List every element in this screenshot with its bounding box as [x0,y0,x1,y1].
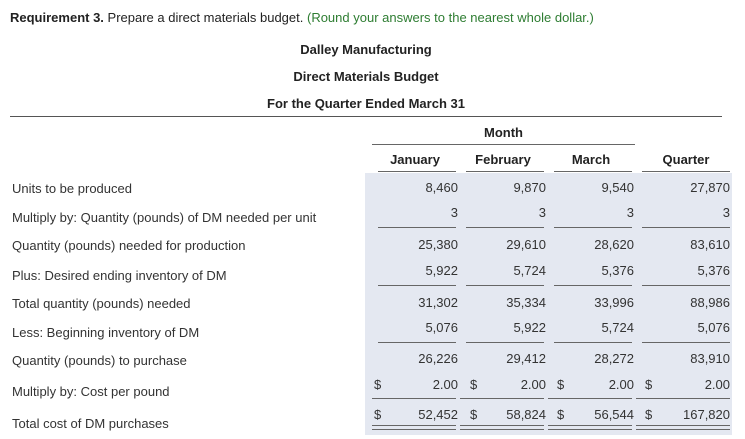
value-cell[interactable]: 27,870 [690,180,730,195]
subtotal-rule [642,342,730,343]
value-cell[interactable]: 5,922 [425,263,458,278]
row-label: Less: Beginning inventory of DM [12,325,200,340]
dollar-sign: $ [557,407,565,422]
value-cell[interactable]: 52,452 [418,407,458,422]
dollar-sign: $ [470,377,478,392]
row-label: Plus: Desired ending inventory of DM [12,268,227,283]
value-cell[interactable]: 3 [538,205,546,220]
row-label: Quantity (pounds) to purchase [12,353,187,368]
col-quarter-rule [642,171,730,172]
col-january-rule [378,171,456,172]
value-cell[interactable]: 5,724 [601,320,634,335]
cost-rule [460,398,544,399]
col-february-rule [466,171,544,172]
value-cell[interactable]: 29,610 [506,237,546,252]
col-february: February [475,152,531,167]
subtotal-rule [554,285,632,286]
company-name: Dalley Manufacturing [300,42,432,57]
subtotal-rule [378,285,456,286]
value-cell[interactable]: 9,870 [513,180,546,195]
budget-title: Direct Materials Budget [293,69,439,84]
value-cell[interactable]: 5,076 [697,320,730,335]
row-label: Units to be produced [12,181,132,196]
subtotal-rule [642,285,730,286]
dollar-sign: $ [645,407,653,422]
row-label: Total quantity (pounds) needed [12,296,191,311]
cost-rule [372,398,456,399]
col-quarter: Quarter [662,152,710,167]
value-cell[interactable]: 5,922 [513,320,546,335]
requirement-text: Prepare a direct materials budget. [103,10,307,25]
value-cell[interactable]: 2.00 [704,377,730,392]
dollar-sign: $ [557,377,565,392]
value-cell[interactable]: 3 [722,205,730,220]
subtotal-rule [466,342,544,343]
value-cell[interactable]: 5,376 [601,263,634,278]
budget-period: For the Quarter Ended March 31 [267,96,465,111]
value-cell[interactable]: 2.00 [520,377,546,392]
dollar-sign: $ [374,377,382,392]
rounding-hint: (Round your answers to the nearest whole… [306,10,594,25]
subtotal-rule [466,227,544,228]
col-march-rule [554,171,632,172]
value-cell[interactable]: 2.00 [432,377,458,392]
value-cell[interactable]: 88,986 [690,295,730,310]
row-label: Multiply by: Quantity (pounds) of DM nee… [12,210,317,225]
value-cell[interactable]: 25,380 [418,237,458,252]
subtotal-rule [378,227,456,228]
value-cell[interactable]: 3 [450,205,458,220]
value-cell[interactable]: 3 [626,205,634,220]
dollar-sign: $ [374,407,382,422]
value-cell[interactable]: 28,272 [594,351,634,366]
value-cell[interactable]: 26,226 [418,351,458,366]
subtotal-rule [466,285,544,286]
requirement-line: Requirement 3. Prepare a direct material… [10,10,594,25]
cost-rule [636,398,730,399]
value-cell[interactable]: 5,076 [425,320,458,335]
dollar-sign: $ [470,407,478,422]
subtotal-rule [642,227,730,228]
col-january: January [390,152,440,167]
subtotal-rule [378,342,456,343]
value-cell[interactable]: 33,996 [594,295,634,310]
value-cell[interactable]: 9,540 [601,180,634,195]
subtotal-rule [554,342,632,343]
month-group-header: Month [484,125,523,140]
value-cell[interactable]: 83,910 [690,351,730,366]
value-cell[interactable]: 167,820 [683,407,730,422]
value-cell[interactable]: 29,412 [506,351,546,366]
row-label: Multiply by: Cost per pound [12,384,170,399]
total-double-rule [460,425,544,430]
month-group-rule [372,144,635,145]
value-cell[interactable]: 83,610 [690,237,730,252]
value-cell[interactable]: 28,620 [594,237,634,252]
col-march: March [571,152,611,167]
total-double-rule [548,425,632,430]
value-cell[interactable]: 35,334 [506,295,546,310]
value-cell[interactable]: 56,544 [594,407,634,422]
total-double-rule [372,425,456,430]
value-cell[interactable]: 5,376 [697,263,730,278]
header-rule [10,116,722,117]
input-area [365,173,732,435]
total-double-rule [636,425,730,430]
subtotal-rule [554,227,632,228]
cost-rule [548,398,632,399]
value-cell[interactable]: 5,724 [513,263,546,278]
value-cell[interactable]: 2.00 [608,377,634,392]
dollar-sign: $ [645,377,653,392]
value-cell[interactable]: 31,302 [418,295,458,310]
row-label: Quantity (pounds) needed for production [12,238,246,253]
value-cell[interactable]: 8,460 [425,180,458,195]
requirement-label: Requirement 3. [10,10,104,25]
value-cell[interactable]: 58,824 [506,407,546,422]
row-label: Total cost of DM purchases [12,416,169,431]
